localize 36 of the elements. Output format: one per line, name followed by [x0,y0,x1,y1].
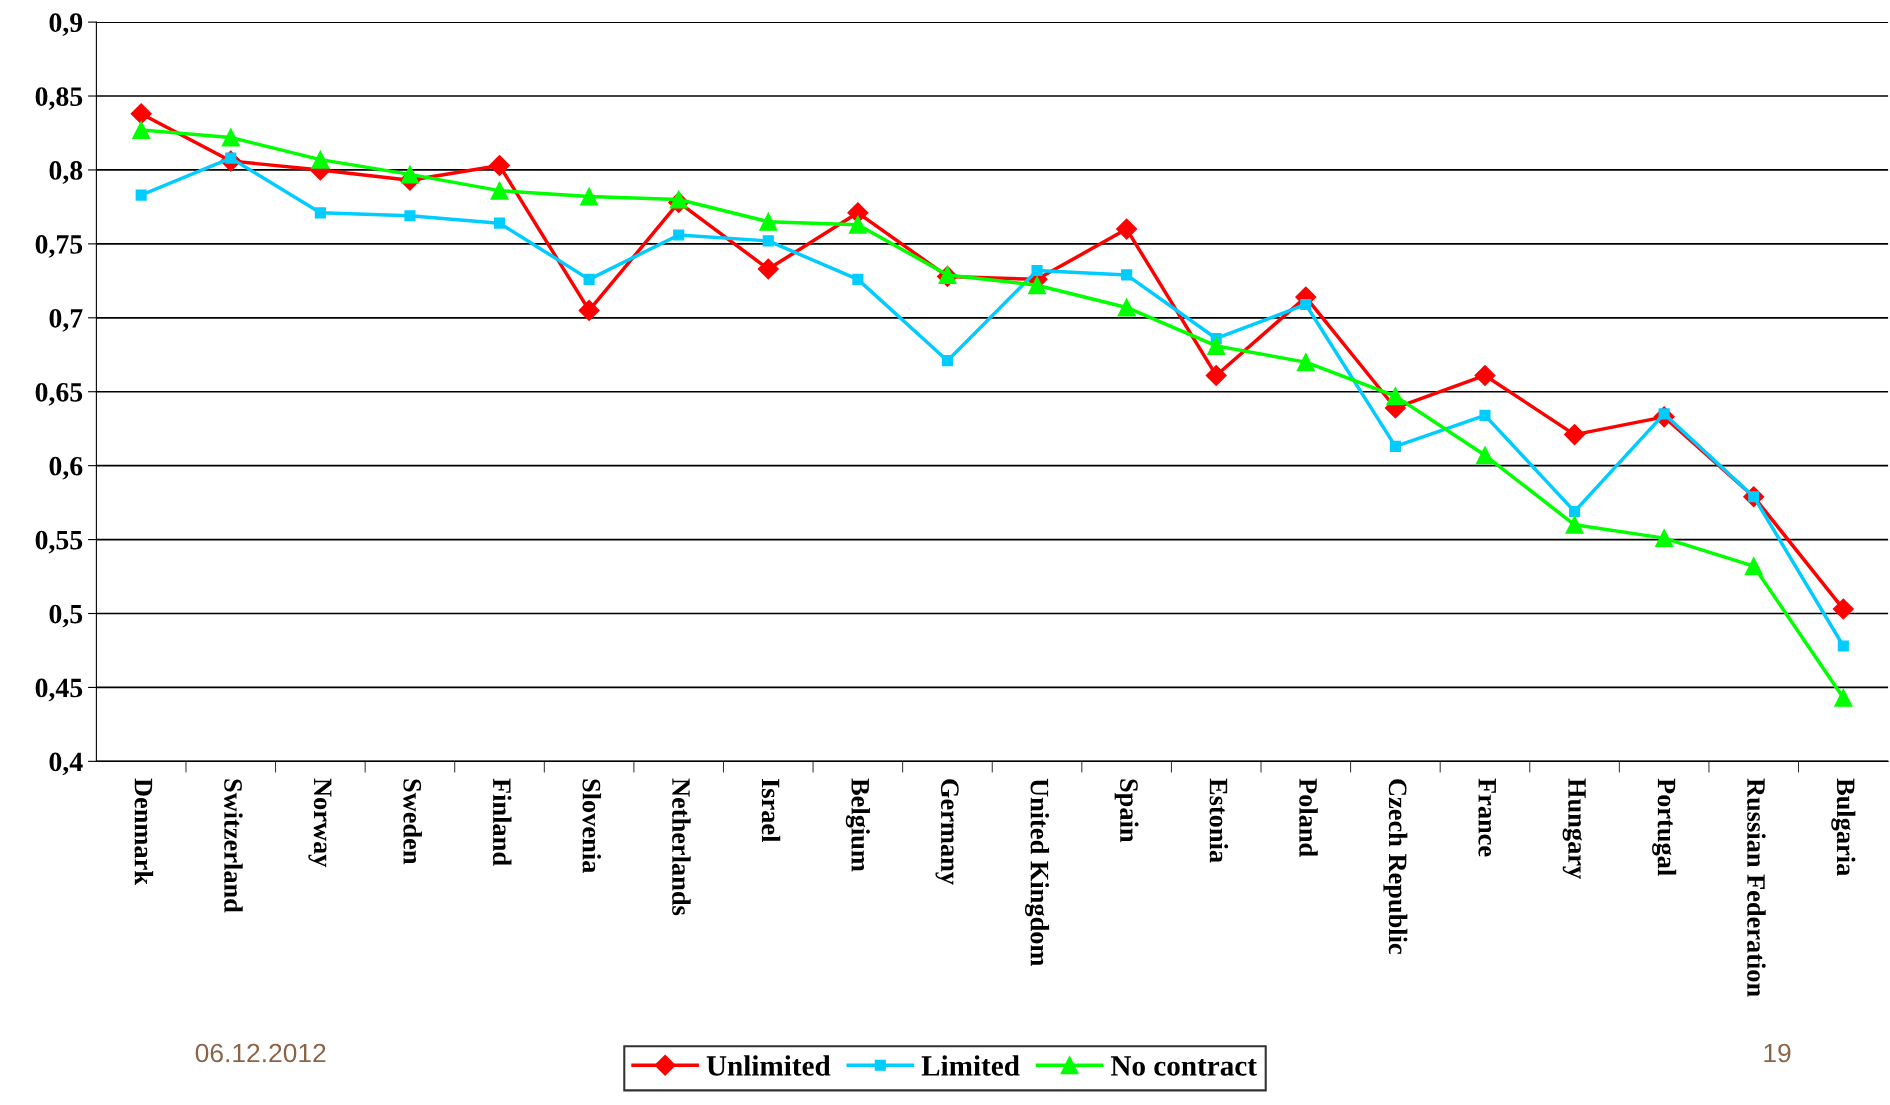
x-tick-label: Bulgaria [1831,778,1856,876]
text: 19 [1764,1043,1791,1063]
x-tick-label: Russian Federation [1747,778,1766,997]
x-tick-label: Poland [1299,778,1318,857]
x-tick-label: Slovenia [582,779,602,873]
y-tick-label: 0,5 [49,604,83,628]
x-tick-label: Estonia [1209,778,1229,863]
x-tick-label: Norway [308,778,332,868]
x-tick-label: France [1478,778,1496,857]
x-tick-label: Sweden [403,779,422,865]
x-tick-label: Hungary [1562,778,1586,879]
x-tick-label: Netherlands [672,778,691,916]
y-tick-label: 0,45 [35,678,83,702]
x-tick-label: United Kingdom [1024,778,1050,966]
y-tick-label: 0,9 [49,13,83,37]
x-tick-label: Portugal [1652,778,1677,876]
y-tick-label: 0,85 [35,87,83,110]
x-tick-label: Germany [935,779,959,885]
x-tick-label: Finland [492,778,512,866]
y-tick-label: 0,75 [35,235,83,258]
x-tick-label: Czech Republic [1383,779,1408,954]
x-tick-label: Switzerland [224,779,243,913]
y-tick-label: 0,55 [35,530,83,554]
x-tick-label: Spain [1114,779,1139,843]
y-tick-label: 0,65 [35,382,83,406]
y-tick-label: 0,6 [49,456,83,480]
legend-label: Limited [921,1055,1020,1076]
legend-label: Unlimited [706,1055,831,1076]
y-tick-label: 0,4 [49,752,83,776]
x-tick-label: Belgium [845,778,870,872]
text: 06.12.2012 [195,1043,326,1063]
y-tick-label: 0,7 [49,308,83,332]
y-tick-label: 0,8 [49,161,83,184]
x-tick-label: Israel [761,778,781,843]
x-tick-label: Denmark [134,778,154,885]
legend-label: No contract [1110,1056,1257,1076]
